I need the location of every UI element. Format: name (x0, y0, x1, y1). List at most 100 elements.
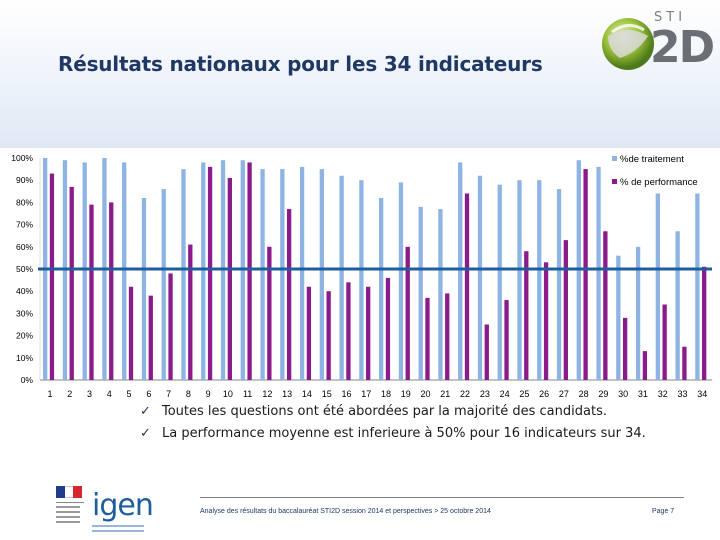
bar-performance (89, 204, 94, 380)
logo-2d-text: 2D (650, 22, 715, 73)
bar-traitement (82, 162, 87, 380)
bar-traitement (438, 209, 443, 380)
x-tick-label: 29 (598, 389, 608, 398)
x-tick-label: 27 (559, 389, 569, 398)
bar-performance (622, 317, 628, 380)
bar-performance (267, 246, 272, 380)
bar-performance (346, 282, 351, 380)
bar-performance (445, 293, 450, 380)
bar-traitement (675, 231, 680, 380)
x-tick-label: 8 (186, 389, 191, 398)
bar-traitement (398, 182, 404, 380)
x-tick-label: 15 (322, 389, 332, 398)
igen-subtitle-lines (92, 522, 144, 532)
bar-traitement (141, 197, 147, 380)
bar-performance (207, 166, 213, 380)
bar-traitement (616, 255, 621, 380)
bullet-item: ✓ La performance moyenne est inferieure … (140, 422, 646, 444)
x-tick-label: 2 (67, 389, 72, 398)
bar-traitement (379, 197, 384, 380)
bar-performance (662, 304, 667, 380)
slide-title: Résultats nationaux pour les 34 indicate… (58, 52, 543, 76)
bar-performance (464, 193, 470, 380)
ministry-emblem-icon (56, 502, 84, 525)
bar-performance (188, 244, 193, 380)
x-tick-label: 4 (107, 389, 112, 398)
sti2d-logo (598, 6, 716, 74)
bar-traitement (299, 166, 305, 380)
x-tick-label: 21 (440, 389, 450, 398)
x-tick-label: 34 (697, 389, 707, 398)
x-tick-label: 30 (618, 389, 628, 398)
bar-traitement (280, 169, 285, 380)
x-tick-label: 26 (539, 389, 549, 398)
x-tick-label: 24 (500, 389, 510, 398)
bar-performance (543, 262, 549, 380)
y-tick-label: 70% (16, 220, 33, 230)
bar-traitement (260, 169, 265, 380)
bar-traitement (556, 189, 562, 380)
x-tick-label: 23 (480, 389, 490, 398)
bar-traitement (359, 180, 364, 380)
x-tick-label: 14 (302, 389, 312, 398)
legend-swatch (612, 179, 617, 184)
bullet-list: ✓ Toutes les questions ont été abordées … (140, 400, 646, 444)
header-band (0, 0, 720, 148)
bar-performance (603, 231, 608, 380)
bar-performance (583, 169, 588, 380)
x-tick-label: 28 (579, 389, 589, 398)
x-tick-label: 6 (146, 389, 151, 398)
y-tick-label: 100% (11, 153, 33, 163)
y-tick-label: 80% (16, 197, 33, 207)
bar-traitement (122, 162, 127, 380)
bar-performance (227, 177, 232, 380)
x-tick-label: 25 (519, 389, 529, 398)
y-tick-label: 60% (16, 242, 33, 252)
sti2d-globe-icon (602, 18, 654, 70)
checkmark-icon: ✓ (140, 425, 151, 441)
bullet-item: ✓ Toutes les questions ont été abordées … (140, 400, 646, 422)
x-tick-label: 20 (421, 389, 431, 398)
x-tick-label: 19 (401, 389, 411, 398)
bar-traitement (201, 162, 206, 380)
legend-label: %de traitement (620, 154, 684, 165)
bar-performance (168, 273, 173, 380)
bar-traitement (596, 166, 601, 380)
bar-performance (128, 286, 134, 380)
bar-performance (247, 162, 252, 380)
bar-performance (148, 295, 153, 380)
bar-performance (484, 324, 489, 380)
bar-traitement (458, 162, 463, 380)
bar-performance (702, 266, 707, 380)
indicator-bar-chart: 0%10%20%30%40%50%60%70%80%90%100%1 2 3 4 5 6 7… (11, 153, 712, 398)
y-tick-label: 30% (16, 308, 33, 318)
bullet-text: La performance moyenne est inferieure à … (162, 425, 646, 441)
igen-logo: igen (92, 488, 154, 523)
bar-performance (682, 346, 687, 380)
x-tick-label: 31 (638, 389, 648, 398)
bar-traitement (477, 175, 483, 380)
footer-logos: igen (52, 482, 202, 536)
bar-traitement (161, 189, 166, 380)
french-flag-icon (56, 486, 83, 498)
bar-traitement (517, 180, 522, 380)
bar-performance (405, 246, 410, 380)
x-tick-label: 16 (341, 389, 351, 398)
footer-divider (200, 497, 684, 498)
bar-performance (524, 251, 529, 380)
bar-traitement (181, 169, 186, 380)
bar-traitement (418, 206, 423, 380)
bar-performance (306, 286, 312, 380)
y-tick-label: 50% (16, 264, 33, 274)
legend-swatch (612, 156, 617, 161)
x-tick-label: 9 (206, 389, 211, 398)
x-tick-label: 33 (677, 389, 687, 398)
bar-traitement (635, 246, 641, 380)
bar-traitement (695, 193, 700, 380)
bar-performance (425, 297, 430, 380)
x-tick-label: 12 (262, 389, 272, 398)
y-tick-label: 90% (16, 175, 33, 185)
x-tick-label: 1 (47, 389, 52, 398)
x-tick-label: 5 (127, 389, 132, 398)
bar-traitement (537, 180, 542, 380)
